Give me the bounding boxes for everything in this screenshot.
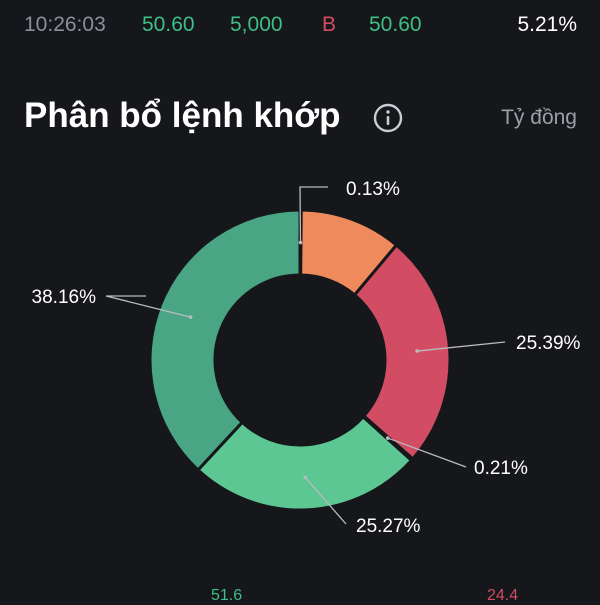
allocation-chart: 0.13% 25.39% 0.21% 25.27% 38.16% <box>0 150 600 550</box>
donut-slice[interactable] <box>195 414 414 512</box>
slice-label: 0.13% <box>346 179 400 200</box>
slice-leader-dot <box>303 475 308 480</box>
trade-match-price: 50.60 <box>369 13 422 36</box>
slice-leader-dot <box>386 436 390 440</box>
slice-label: 25.39% <box>516 333 581 354</box>
slice-leader-dot <box>188 315 193 319</box>
donut-slice[interactable] <box>352 242 452 462</box>
slice-leader-line <box>299 186 328 243</box>
slice-label: 25.27% <box>356 516 421 537</box>
slice-leader-line <box>387 437 467 468</box>
trade-side: B <box>322 13 337 36</box>
trade-row: 10:26:03 50.60 5,000 B 50.60 5.21% <box>0 0 600 50</box>
unit-toggle[interactable]: Tỷ đồng <box>501 106 577 129</box>
section-title: Phân bổ lệnh khớp <box>24 96 341 135</box>
slice-label: 0.21% <box>474 458 528 479</box>
slice-leader-dot <box>415 349 419 353</box>
donut-slice[interactable] <box>148 208 302 473</box>
bottom-values: 51.6 24.4 <box>0 580 600 604</box>
trade-volume: 5,000 <box>230 13 283 36</box>
info-icon[interactable] <box>373 103 403 133</box>
bottom-left-value: 51.6 <box>211 587 243 604</box>
trade-change-percent: 5.21% <box>517 13 577 36</box>
slice-leader-dot <box>298 240 303 245</box>
trade-time: 10:26:03 <box>24 13 106 36</box>
slice-leader-line <box>304 476 347 525</box>
bottom-right-value: 24.4 <box>487 587 519 604</box>
slice-leader-line <box>417 341 506 352</box>
slice-leader-line <box>105 295 191 318</box>
slice-label: 38.16% <box>32 287 97 308</box>
donut-chart: 0.13% 25.39% 0.21% 25.27% 38.16% <box>32 179 581 537</box>
trade-price: 50.60 <box>142 13 195 36</box>
